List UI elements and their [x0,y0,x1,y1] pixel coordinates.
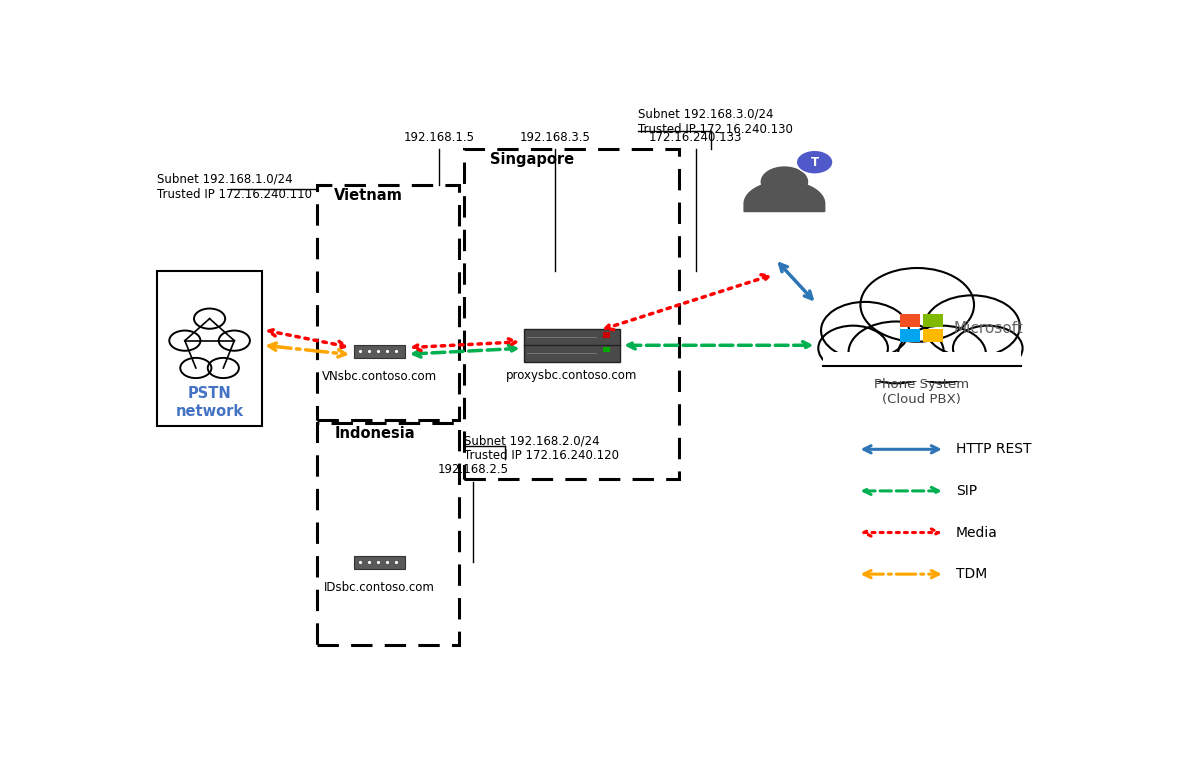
Circle shape [797,151,833,174]
Text: Media: Media [956,526,998,540]
Text: SIP: SIP [956,484,976,498]
FancyArrowPatch shape [268,329,345,348]
FancyArrowPatch shape [864,445,939,453]
Text: VNsbc.contoso.com: VNsbc.contoso.com [322,371,437,383]
Text: PSTN
network: PSTN network [175,386,243,418]
Text: HTTP REST: HTTP REST [956,442,1031,456]
Circle shape [818,326,888,371]
FancyArrowPatch shape [780,264,812,299]
FancyArrowPatch shape [605,275,769,330]
Bar [823,352,1021,381]
Text: Subnet 192.168.2.0/24
Trusted IP 172.16.240.120: Subnet 192.168.2.0/24 Trusted IP 172.16.… [463,435,619,462]
Circle shape [860,268,974,342]
Text: 192.168.3.5: 192.168.3.5 [520,131,591,144]
FancyArrowPatch shape [414,339,515,350]
FancyArrowPatch shape [414,345,515,357]
Text: IDsbc.contoso.com: IDsbc.contoso.com [324,581,435,594]
FancyArrowPatch shape [628,342,810,349]
Text: T: T [811,156,819,169]
Bar [524,329,621,361]
Text: Indonesia: Indonesia [335,425,415,441]
Bar [157,271,262,425]
Bar [923,329,943,342]
Text: Microsoft: Microsoft [954,321,1024,336]
Text: Vietnam: Vietnam [335,188,403,203]
Bar [355,556,404,569]
Bar [317,185,459,420]
Bar [901,329,921,342]
Text: Subnet 192.168.1.0/24
Trusted IP 172.16.240.110: Subnet 192.168.1.0/24 Trusted IP 172.16.… [157,173,312,201]
Text: TDM: TDM [956,567,987,581]
Bar [317,422,459,645]
Text: Subnet 192.168.3.0/24
Trusted IP 172.16.240.130: Subnet 192.168.3.0/24 Trusted IP 172.16.… [638,107,793,136]
Bar [355,344,404,357]
Circle shape [953,326,1022,371]
Circle shape [821,302,909,359]
Circle shape [924,296,1020,357]
Bar [923,314,943,327]
Polygon shape [745,181,825,212]
Circle shape [760,166,808,198]
Text: proxysbc.contoso.com: proxysbc.contoso.com [506,369,637,382]
Text: 192.168.1.5: 192.168.1.5 [403,131,474,144]
Text: 172.16.240.133: 172.16.240.133 [649,131,742,144]
FancyArrowPatch shape [864,529,939,536]
Bar [603,332,610,338]
Bar [603,347,610,353]
Bar [463,149,678,479]
FancyArrowPatch shape [268,343,345,357]
FancyArrowPatch shape [864,571,939,577]
Bar [823,334,1021,366]
Circle shape [849,321,943,384]
Text: Singapore: Singapore [489,152,573,167]
FancyArrowPatch shape [864,487,939,495]
Text: Phone System
(Cloud PBX): Phone System (Cloud PBX) [875,378,969,406]
Bar [901,314,921,327]
Text: 192.168.2.5: 192.168.2.5 [437,463,508,476]
Circle shape [898,326,986,383]
